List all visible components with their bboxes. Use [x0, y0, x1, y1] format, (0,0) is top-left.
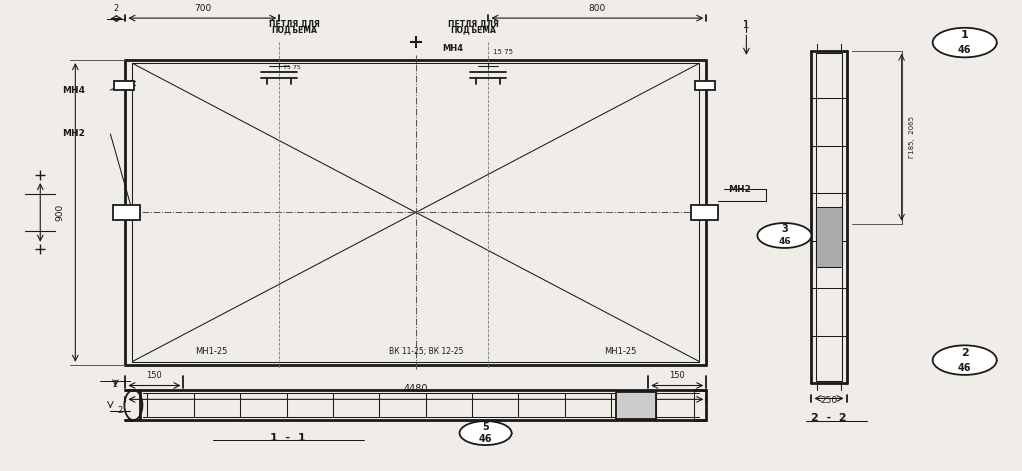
Text: МН1-25: МН1-25	[195, 347, 228, 357]
Bar	[695, 81, 715, 89]
Text: МН4: МН4	[443, 44, 463, 53]
Text: Г185,  2065: Г185, 2065	[909, 116, 915, 158]
Text: 700: 700	[194, 4, 211, 13]
Text: МН4: МН4	[62, 86, 86, 95]
Text: 900: 900	[56, 204, 64, 221]
Text: 75 75: 75 75	[283, 65, 301, 70]
Text: МН2: МН2	[729, 185, 751, 194]
Text: 2  -  2: 2 - 2	[811, 413, 847, 423]
Text: 46: 46	[958, 45, 972, 55]
Text: 4480: 4480	[404, 384, 428, 394]
Text: 1: 1	[743, 20, 749, 31]
Text: 2: 2	[961, 348, 969, 358]
Bar	[114, 81, 134, 89]
Circle shape	[933, 28, 996, 57]
Text: 1  -  1: 1 - 1	[270, 433, 306, 443]
Text: ПОДЪЕМА: ПОДЪЕМА	[451, 26, 497, 35]
Text: ПОДЪЕМА: ПОДЪЕМА	[271, 26, 317, 35]
Text: ПЕТЛЯ ДЛЯ: ПЕТЛЯ ДЛЯ	[449, 19, 499, 28]
Text: 800: 800	[589, 4, 606, 13]
Text: ВК 11-25; ВК 12-25: ВК 11-25; ВК 12-25	[388, 347, 463, 357]
Text: 2: 2	[113, 4, 119, 13]
Text: 250: 250	[821, 396, 838, 405]
Circle shape	[933, 345, 996, 375]
Text: 46: 46	[958, 363, 972, 373]
Text: 2: 2	[112, 380, 118, 389]
Bar	[113, 205, 140, 220]
Bar	[691, 205, 718, 220]
Text: 150: 150	[669, 371, 685, 380]
Bar	[817, 207, 841, 267]
Bar	[616, 391, 656, 419]
Text: 150: 150	[146, 371, 162, 380]
Text: 1: 1	[961, 30, 969, 40]
Text: 46: 46	[778, 237, 791, 246]
Text: 3: 3	[781, 225, 788, 235]
Text: 2: 2	[118, 406, 123, 415]
Text: 46: 46	[479, 434, 493, 444]
Text: 15 75: 15 75	[494, 49, 513, 55]
Text: 1: 1	[743, 20, 749, 31]
Text: МН2: МН2	[62, 130, 86, 138]
Text: МН1-25: МН1-25	[604, 347, 636, 357]
Circle shape	[460, 421, 512, 445]
Circle shape	[757, 223, 811, 248]
Text: 5: 5	[482, 422, 489, 432]
Text: ПЕТЛЯ ДЛЯ: ПЕТЛЯ ДЛЯ	[269, 19, 320, 28]
